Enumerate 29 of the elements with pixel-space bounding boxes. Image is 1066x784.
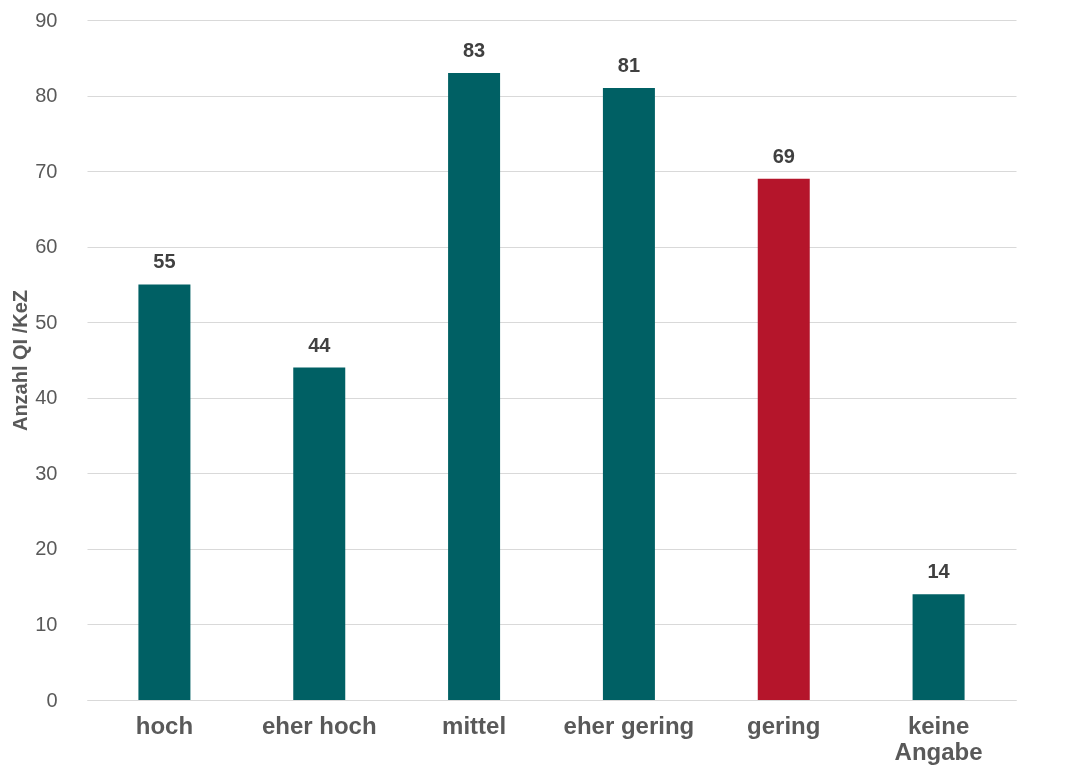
data-label: 83 <box>462 38 486 61</box>
bar <box>448 72 501 700</box>
bar <box>912 594 965 700</box>
bar <box>293 367 346 700</box>
data-label: 44 <box>308 333 332 356</box>
x-tick-label: hoch <box>135 711 194 739</box>
y-axis-title: Anzahl QI /KeZ <box>9 289 32 432</box>
y-tick-label: 10 <box>35 612 58 635</box>
x-tick-label: eher hoch <box>261 711 377 739</box>
x-tick-label: mittel <box>442 711 507 739</box>
bar <box>602 88 655 700</box>
y-tick-label: 70 <box>35 159 58 182</box>
data-label: 14 <box>927 560 951 583</box>
y-tick-label: 50 <box>35 310 58 333</box>
data-label: 55 <box>153 250 176 273</box>
bar <box>757 178 810 700</box>
y-tick-label: 30 <box>35 461 58 484</box>
y-tick-label: 60 <box>35 235 58 258</box>
x-tick-label: gering <box>747 711 821 739</box>
y-tick-label: 90 <box>35 8 58 31</box>
data-label: 81 <box>617 54 641 76</box>
bar <box>138 284 191 700</box>
x-tick-label: eher gering <box>563 711 695 739</box>
y-tick-label: 80 <box>35 84 58 107</box>
data-label: 69 <box>772 144 795 167</box>
y-tick-label: 0 <box>46 688 58 711</box>
x-tick-label: keine Angabe <box>894 711 983 765</box>
y-tick-label: 20 <box>35 537 58 560</box>
y-tick-label: 40 <box>35 386 58 409</box>
